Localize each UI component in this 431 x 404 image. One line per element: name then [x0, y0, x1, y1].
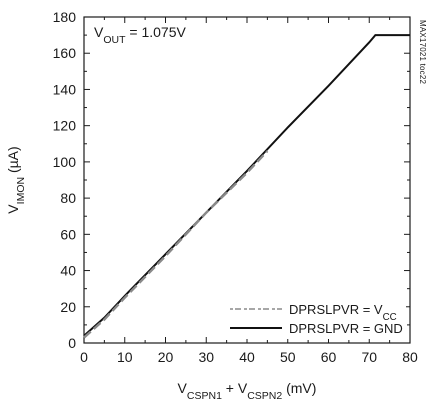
vout-annotation: VOUT = 1.075V — [94, 24, 187, 46]
x-tick-label: 40 — [239, 349, 255, 365]
series-line-0 — [83, 150, 269, 339]
y-tick-label: 180 — [53, 9, 77, 25]
figure-id-note: MAX17021 toc22 — [418, 20, 427, 85]
tick-labels: 0 10 20 30 40 50 60 70 80 0 20 40 60 80 100 120 140 160 18… — [53, 9, 418, 365]
y-tick-label: 160 — [53, 45, 77, 61]
y-tick-label: 0 — [68, 335, 76, 351]
x-tick-label: 0 — [80, 349, 88, 365]
y-tick-label: 100 — [53, 154, 77, 170]
x-tick-label: 30 — [198, 349, 214, 365]
legend-label-1: DPRSLPVR = GND — [289, 321, 403, 336]
y-tick-label: 140 — [53, 81, 77, 97]
legend-label-0: DPRSLPVR = VCC — [289, 302, 397, 323]
x-tick-label: 50 — [280, 349, 296, 365]
series-group — [83, 34, 410, 339]
x-tick-label: 80 — [402, 349, 418, 365]
x-tick-label: 20 — [158, 349, 174, 365]
y-axis-label: VIMON (µA) — [5, 146, 27, 213]
x-tick-label: 70 — [361, 349, 377, 365]
x-axis-label: VCSPN1 + VCSPN2 (mV) — [178, 380, 317, 402]
y-tick-label: 20 — [60, 299, 76, 315]
y-tick-label: 40 — [60, 263, 76, 279]
x-tick-label: 60 — [321, 349, 337, 365]
y-tick-label: 120 — [53, 118, 77, 134]
legend-background — [224, 299, 406, 339]
y-tick-label: 80 — [60, 190, 76, 206]
plot-frame — [83, 16, 411, 344]
axis-ticks — [83, 16, 411, 344]
y-tick-label: 60 — [60, 226, 76, 242]
x-tick-label: 10 — [117, 349, 133, 365]
